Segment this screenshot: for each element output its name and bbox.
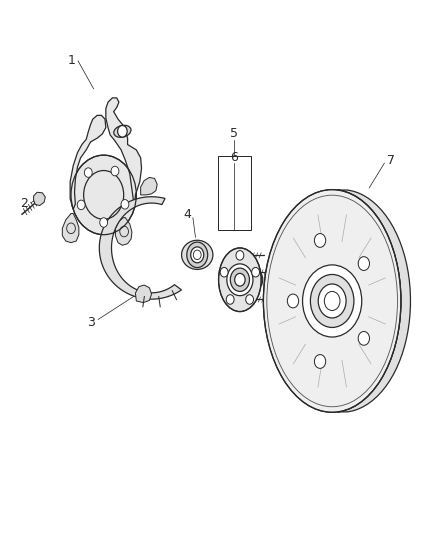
Circle shape [303,265,362,337]
Circle shape [100,217,108,227]
Polygon shape [338,190,410,412]
Text: 1: 1 [68,54,76,67]
Circle shape [121,199,129,209]
Circle shape [314,233,326,247]
Circle shape [71,155,136,235]
Text: 6: 6 [230,151,238,164]
Circle shape [311,274,354,327]
Circle shape [246,295,254,304]
Circle shape [287,294,299,308]
Circle shape [358,257,370,270]
Text: 5: 5 [230,127,238,140]
Circle shape [252,268,260,277]
Circle shape [77,200,85,209]
Circle shape [191,247,204,263]
Circle shape [220,268,228,277]
Ellipse shape [263,190,401,413]
Polygon shape [99,197,181,299]
Circle shape [358,332,370,345]
Text: 7: 7 [387,154,396,167]
Polygon shape [116,217,132,245]
Polygon shape [62,214,79,243]
Ellipse shape [219,248,261,312]
Circle shape [187,242,208,268]
Ellipse shape [114,125,131,138]
Bar [218,156,251,230]
Circle shape [314,354,326,368]
Text: 3: 3 [87,316,95,329]
Polygon shape [135,285,152,303]
Circle shape [318,284,346,318]
Circle shape [235,273,245,286]
Circle shape [226,295,234,304]
Circle shape [227,264,253,296]
Polygon shape [34,192,46,206]
Text: 2: 2 [20,197,28,211]
Ellipse shape [182,240,213,269]
Circle shape [230,268,250,292]
Ellipse shape [252,271,263,288]
Text: 4: 4 [184,208,191,221]
Polygon shape [106,98,141,206]
Circle shape [85,168,92,177]
Circle shape [111,166,119,176]
Polygon shape [70,115,106,209]
Circle shape [236,251,244,260]
Polygon shape [141,177,157,195]
Circle shape [117,125,127,137]
